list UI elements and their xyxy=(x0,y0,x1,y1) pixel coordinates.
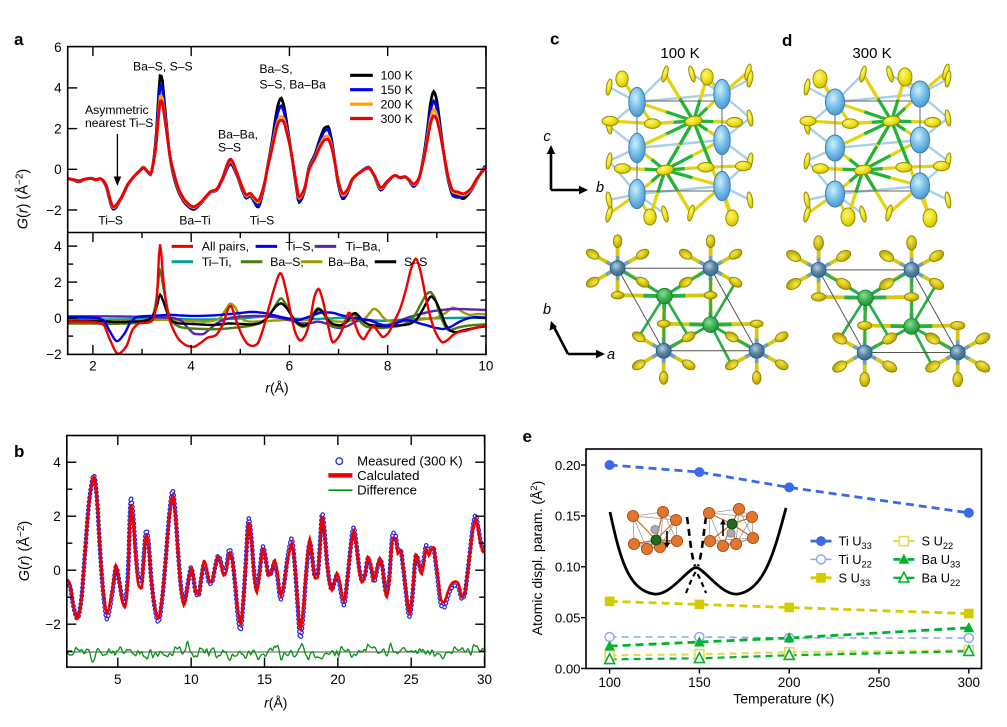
svg-text:250: 250 xyxy=(868,675,891,690)
svg-text:150 K: 150 K xyxy=(381,83,414,97)
svg-text:4: 4 xyxy=(53,455,61,470)
svg-text:Ba–S,: Ba–S, xyxy=(270,255,304,269)
svg-text:0.10: 0.10 xyxy=(555,560,581,575)
svg-text:8: 8 xyxy=(384,358,392,373)
svg-text:0.20: 0.20 xyxy=(555,458,581,473)
svg-text:S–S: S–S xyxy=(218,141,241,155)
svg-text:Difference: Difference xyxy=(357,483,417,498)
svg-text:0.00: 0.00 xyxy=(555,661,581,676)
svg-text:Asymmetric: Asymmetric xyxy=(85,103,149,117)
svg-text:b: b xyxy=(543,302,551,318)
svg-text:Ti–S: Ti–S xyxy=(250,214,275,228)
svg-text:0.05: 0.05 xyxy=(555,610,581,625)
svg-text:15: 15 xyxy=(257,672,272,687)
svg-text:S–S: S–S xyxy=(404,255,427,269)
svg-text:2: 2 xyxy=(89,358,97,373)
svg-text:Atomic displ. param. (Å2): Atomic displ. param. (Å2) xyxy=(529,481,545,636)
svg-text:b: b xyxy=(14,442,24,461)
svg-text:200 K: 200 K xyxy=(381,97,414,111)
svg-text:0: 0 xyxy=(54,162,62,177)
svg-text:4: 4 xyxy=(54,81,62,96)
svg-text:All pairs,: All pairs, xyxy=(202,240,250,254)
svg-text:300: 300 xyxy=(958,675,981,690)
svg-text:100: 100 xyxy=(598,675,621,690)
svg-text:150: 150 xyxy=(688,675,711,690)
svg-text:10: 10 xyxy=(478,358,493,373)
svg-text:a: a xyxy=(607,347,615,363)
svg-text:Ba–Ti: Ba–Ti xyxy=(179,214,210,228)
svg-text:Ba–Ba,: Ba–Ba, xyxy=(328,255,369,269)
svg-text:c: c xyxy=(550,30,559,49)
svg-text:6: 6 xyxy=(286,358,294,373)
svg-text:10: 10 xyxy=(184,672,199,687)
svg-text:4: 4 xyxy=(187,358,195,373)
svg-text:Ti–Ti,: Ti–Ti, xyxy=(202,255,232,269)
svg-text:−2: −2 xyxy=(46,347,61,362)
svg-text:Ti–S,: Ti–S, xyxy=(286,240,314,254)
svg-text:2: 2 xyxy=(53,509,61,524)
svg-text:b: b xyxy=(596,180,604,196)
svg-text:4: 4 xyxy=(54,239,62,254)
svg-text:e: e xyxy=(523,427,532,446)
svg-text:−2: −2 xyxy=(45,617,60,632)
svg-text:−2: −2 xyxy=(46,203,61,218)
svg-text:200: 200 xyxy=(778,675,801,690)
svg-text:Calculated: Calculated xyxy=(357,468,419,483)
svg-text:S–S, Ba–Ba: S–S, Ba–Ba xyxy=(259,77,326,91)
svg-text:d: d xyxy=(782,31,792,50)
svg-text:nearest Ti–S: nearest Ti–S xyxy=(85,116,153,130)
svg-text:Ba–Ba,: Ba–Ba, xyxy=(218,128,258,142)
svg-text:r(Å): r(Å) xyxy=(265,380,288,396)
svg-text:5: 5 xyxy=(114,672,122,687)
svg-text:c: c xyxy=(543,129,551,145)
svg-text:300 K: 300 K xyxy=(852,45,891,62)
svg-text:r(Å): r(Å) xyxy=(264,695,287,711)
svg-text:Measured (300 K): Measured (300 K) xyxy=(357,454,463,469)
svg-text:0: 0 xyxy=(53,563,61,578)
svg-text:2: 2 xyxy=(54,121,62,136)
svg-text:100 K: 100 K xyxy=(660,45,699,62)
svg-text:Ti–Ba,: Ti–Ba, xyxy=(346,240,381,254)
svg-text:2: 2 xyxy=(54,275,62,290)
svg-text:0.15: 0.15 xyxy=(555,509,581,524)
svg-text:300 K: 300 K xyxy=(381,112,414,126)
svg-text:25: 25 xyxy=(404,672,419,687)
svg-text:6: 6 xyxy=(54,40,62,55)
svg-text:30: 30 xyxy=(477,672,492,687)
svg-text:100 K: 100 K xyxy=(381,69,414,83)
svg-text:Ba–S,: Ba–S, xyxy=(259,62,292,76)
svg-text:Ti–S: Ti–S xyxy=(98,214,123,228)
svg-text:20: 20 xyxy=(330,672,345,687)
svg-text:a: a xyxy=(14,30,24,49)
svg-text:Temperature (K): Temperature (K) xyxy=(733,691,834,707)
svg-text:0: 0 xyxy=(54,311,62,326)
svg-text:Ba–S, S–S: Ba–S, S–S xyxy=(133,60,193,74)
